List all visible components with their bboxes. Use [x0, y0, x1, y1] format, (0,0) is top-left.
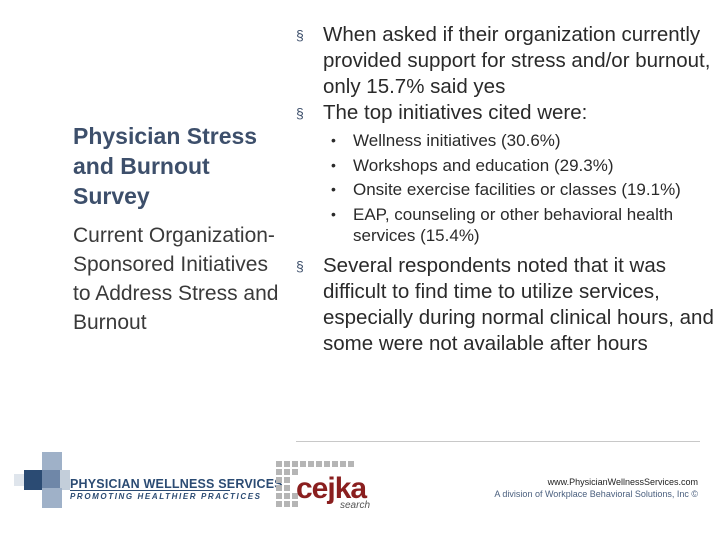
pws-logo-name: PHYSICIAN WELLNESS SERVICES	[70, 477, 283, 491]
pws-logo-icon	[14, 452, 70, 508]
pws-logo-tagline: PROMOTING HEALTHIER PRACTICES	[70, 492, 262, 501]
dot-bullet-icon: •	[331, 205, 336, 222]
footer-divider	[296, 441, 700, 442]
sub-bullet-2-text: Workshops and education (29.3%)	[353, 155, 614, 175]
sub-bullet-3: • Onsite exercise facilities or classes …	[296, 179, 716, 201]
sub-bullet-3-text: Onsite exercise facilities or classes (1…	[353, 180, 681, 199]
cejka-logo-icon	[276, 461, 354, 507]
footer-division: A division of Workplace Behavioral Solut…	[494, 489, 698, 499]
slide-title: Physician Stress and Burnout Survey	[73, 123, 258, 209]
bullet-1-text: When asked if their organization current…	[323, 23, 711, 98]
bullet-list: § When asked if their organization curre…	[296, 22, 716, 357]
slide-subtitle: Current Organization-Sponsored Initiativ…	[73, 224, 279, 334]
sub-bullet-1-text: Wellness initiatives (30.6%)	[353, 131, 561, 150]
square-bullet-icon: §	[296, 105, 304, 121]
square-bullet-icon: §	[296, 257, 304, 274]
sub-bullet-2: • Workshops and education (29.3%)	[296, 155, 716, 177]
dot-bullet-icon: •	[331, 156, 336, 173]
bullet-2-text: The top initiatives cited were:	[323, 101, 588, 124]
bullet-3: § Several respondents noted that it was …	[296, 253, 716, 357]
initiatives-sublist: • Wellness initiatives (30.6%) • Worksho…	[296, 130, 716, 247]
pws-logo-rule	[70, 490, 230, 491]
sub-bullet-4: • EAP, counseling or other behavioral he…	[296, 204, 716, 247]
cejka-logo-word: cejka	[296, 472, 367, 505]
dot-bullet-icon: •	[331, 132, 336, 148]
bullet-1: § When asked if their organization curre…	[296, 22, 716, 100]
dot-bullet-icon: •	[331, 181, 336, 197]
square-bullet-icon: §	[296, 27, 304, 43]
footer-url: www.PhysicianWellnessServices.com	[547, 477, 698, 487]
sub-bullet-4-text: EAP, counseling or other behavioral heal…	[353, 204, 674, 246]
bullet-3-text: Several respondents noted that it was di…	[323, 253, 714, 355]
bullet-2: § The top initiatives cited were:	[296, 100, 716, 126]
cejka-logo-sub: search	[340, 500, 371, 511]
sub-bullet-1: • Wellness initiatives (30.6%)	[296, 130, 716, 152]
